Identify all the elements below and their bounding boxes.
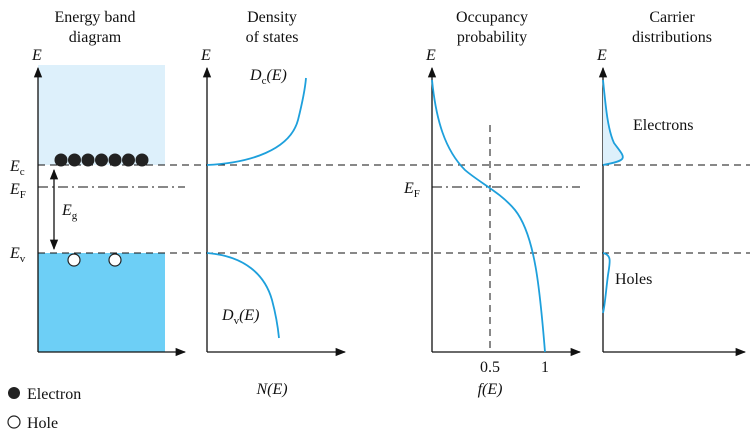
legend-hole	[7, 415, 21, 429]
electron-distribution	[602, 79, 624, 166]
axis-label: E	[596, 47, 607, 64]
dos-label: Dv(E)	[221, 307, 260, 327]
dos-conduction	[206, 77, 307, 166]
text-part: E	[9, 158, 20, 175]
level-label: Ev	[9, 245, 26, 265]
electron-fill	[603, 80, 623, 165]
text-part: E	[61, 202, 72, 219]
level-label: EF	[9, 181, 26, 201]
tick-label: 1	[541, 359, 549, 376]
text-part: F	[414, 188, 420, 200]
text-part: c	[20, 166, 25, 178]
legend-electron	[8, 387, 20, 399]
panel-title: Density	[247, 9, 297, 26]
carrier-label: Holes	[615, 271, 652, 288]
hole-distribution	[602, 252, 611, 314]
fermi-function	[431, 79, 546, 353]
level-label: EF	[403, 180, 420, 200]
panel-title: diagram	[69, 29, 122, 46]
electrons	[54, 153, 149, 167]
text-part: E	[9, 245, 20, 262]
level-label: Ec	[9, 158, 25, 178]
text-part: D	[249, 67, 262, 84]
legend-label: Electron	[27, 386, 81, 403]
axis-label: E	[31, 47, 42, 64]
panel-title: Occupancy	[456, 9, 528, 26]
panel-title: probability	[457, 29, 527, 46]
panel-title: distributions	[632, 29, 712, 46]
text-part: (E)	[266, 67, 286, 84]
axis-label: E	[425, 47, 436, 64]
text-part: D	[221, 307, 234, 324]
text-part: F	[20, 189, 26, 201]
panel-title: Carrier	[649, 9, 695, 26]
dos-valence	[206, 252, 280, 339]
carrier-label: Electrons	[633, 117, 693, 134]
dos-label: Dc(E)	[249, 67, 287, 87]
legend-label: Hole	[27, 415, 58, 432]
panel-title: of states	[246, 29, 299, 46]
axis-label: E	[200, 47, 211, 64]
text-part: (E)	[239, 307, 259, 324]
text-part: E	[9, 181, 20, 198]
text-part: c	[262, 75, 267, 87]
text-part: E	[403, 180, 414, 197]
x-label: f(E)	[478, 381, 503, 398]
text-part: v	[234, 315, 240, 327]
tick-label: 0.5	[480, 359, 500, 376]
holes	[67, 253, 122, 267]
conduction-band	[38, 65, 165, 165]
x-label: N(E)	[255, 381, 287, 398]
valence-band	[38, 253, 165, 352]
text-part: g	[72, 210, 78, 222]
level-label: Eg	[61, 202, 78, 222]
text-part: v	[20, 253, 26, 265]
panel-title: Energy band	[54, 9, 135, 26]
